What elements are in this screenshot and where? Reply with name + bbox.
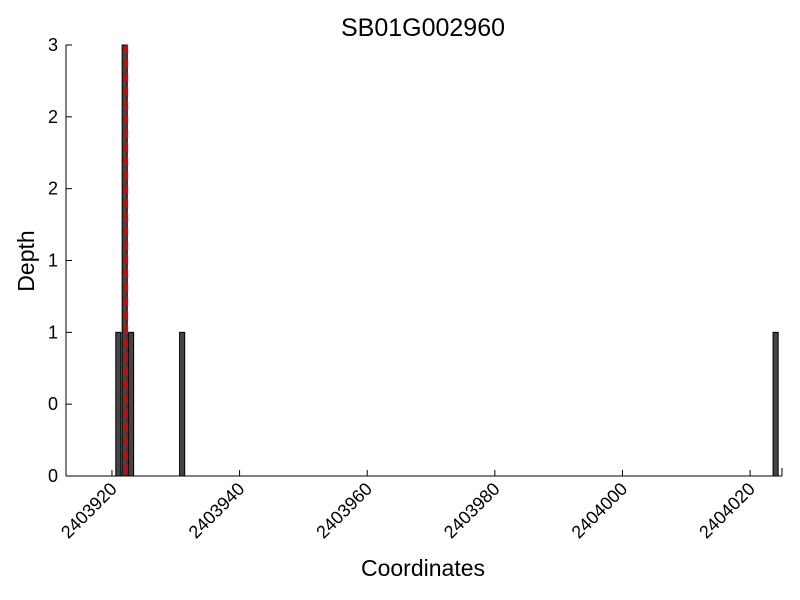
- y-axis-ticks: 0 0 1 1 2 2 3: [48, 35, 72, 486]
- plot-area: [65, 44, 783, 477]
- x-tick-label: 2403960: [312, 479, 376, 543]
- x-axis-label: Coordinates: [361, 555, 485, 581]
- chart-title: SB01G002960: [341, 14, 505, 42]
- y-tick-label: 1: [48, 251, 58, 271]
- y-tick-label: 2: [48, 179, 58, 199]
- y-tick-label: 3: [48, 35, 58, 55]
- x-tick-label: 2403920: [57, 479, 121, 543]
- x-tick-label: 2403980: [440, 479, 504, 543]
- y-tick-label: 2: [48, 107, 58, 127]
- depth-bar: [772, 331, 779, 477]
- y-axis-label: Depth: [13, 230, 39, 291]
- x-tick-label: 2404020: [695, 479, 759, 543]
- depth-bar: [128, 331, 135, 477]
- depth-bar: [115, 331, 122, 477]
- y-tick-label: 0: [48, 466, 58, 486]
- y-tick-label: 1: [48, 322, 58, 342]
- x-tick-label: 2403940: [185, 479, 249, 543]
- y-tick-label: 0: [48, 394, 58, 414]
- x-axis-ticks: 2403920 2403940 2403960 2403980 2404000 24040…: [57, 470, 759, 542]
- x-tick-label: 2404000: [568, 479, 632, 543]
- depth-bar: [179, 331, 186, 477]
